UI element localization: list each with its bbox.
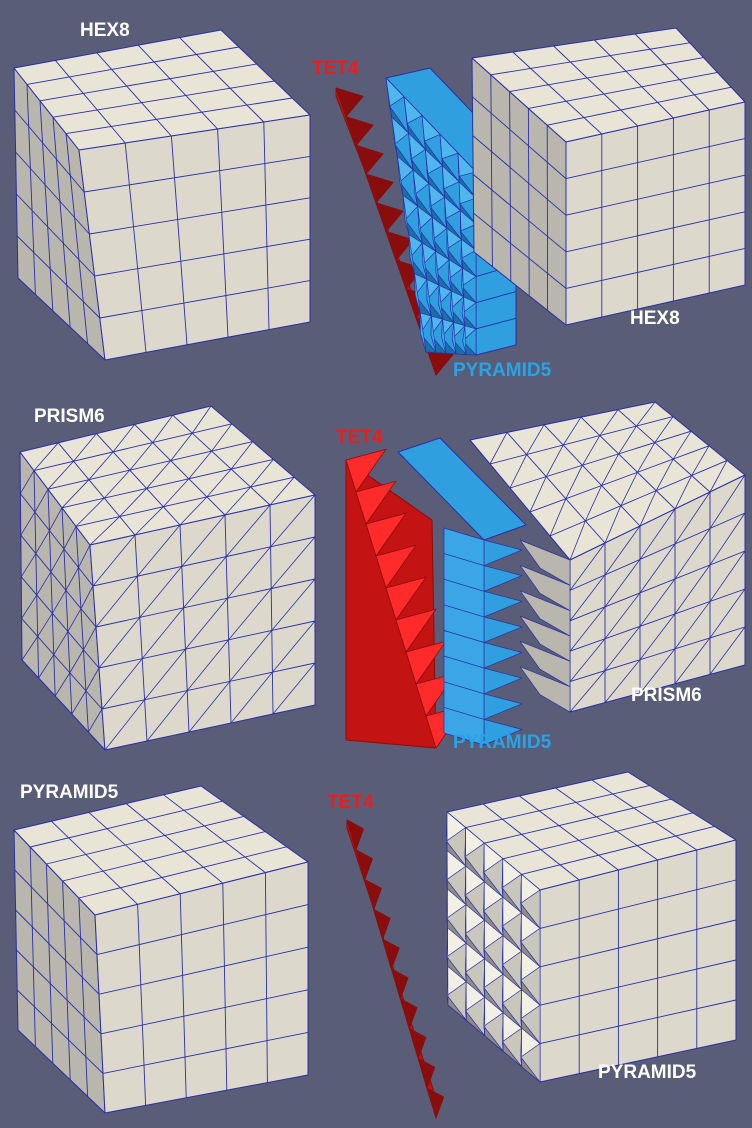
pyramid5-label: PYRAMID5 [20,782,119,803]
prism6-block-label: PRISM6 [631,685,702,706]
interface-block [446,771,737,1083]
tet4-label-3: TET4 [327,792,374,813]
interface-block [469,401,746,713]
pyramid5-block-label: PYRAMID5 [598,1062,697,1083]
tet4-label-2: TET4 [336,427,383,448]
hex8-label: HEX8 [80,20,130,41]
pyramid5-layer [397,437,527,746]
interface-block [471,27,746,326]
prism6-mesh-cube [19,405,316,751]
pyramid5-mesh-cube [13,785,309,1114]
pyramid5-layer [385,67,517,356]
hex8-mesh-cube [13,29,311,361]
pyramid5-label-1: PYRAMID5 [453,360,552,381]
hex8-block-label: HEX8 [630,308,680,329]
tet4-layer [346,819,445,1119]
tet4-label-1: TET4 [312,58,359,79]
pyramid5-label-2: PYRAMID5 [453,732,552,753]
prism6-label: PRISM6 [34,406,105,427]
